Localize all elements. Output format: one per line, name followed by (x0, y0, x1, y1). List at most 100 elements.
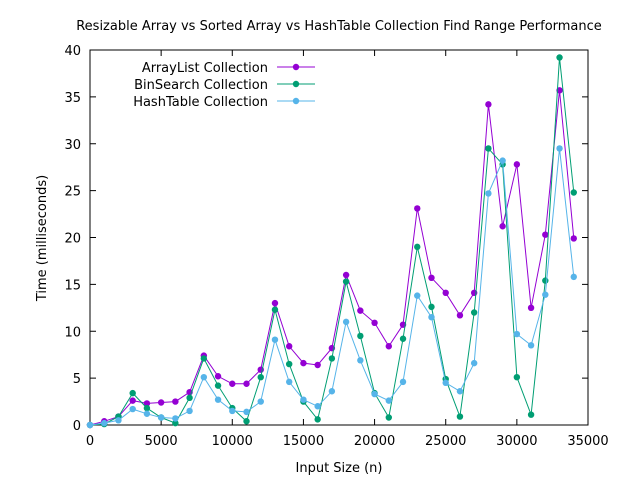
data-point (229, 380, 236, 387)
data-point (243, 408, 250, 416)
data-point (129, 397, 136, 404)
data-point (442, 289, 449, 297)
data-point (214, 382, 222, 389)
data-point (129, 405, 136, 413)
y-tick-label: 10 (64, 325, 81, 340)
data-point (414, 205, 421, 212)
data-point (200, 373, 208, 381)
data-point (300, 359, 307, 367)
data-point (456, 413, 464, 420)
data-point (172, 419, 179, 427)
data-point (556, 54, 563, 61)
data-point (399, 378, 407, 386)
data-point (86, 421, 94, 429)
data-point (143, 400, 151, 407)
data-point (357, 332, 364, 340)
data-point (357, 307, 364, 314)
data-point (314, 416, 321, 423)
data-point (385, 343, 392, 350)
data-point (271, 336, 279, 343)
y-tick-label: 25 (64, 185, 81, 200)
series-line (89, 90, 575, 426)
legend-label: HashTable Collection (133, 95, 268, 110)
data-point (513, 373, 521, 381)
data-point (143, 410, 151, 417)
data-point (342, 278, 350, 285)
series-1 (86, 87, 577, 429)
data-point (414, 243, 421, 251)
data-point (570, 273, 577, 281)
data-point (428, 303, 435, 311)
data-point (286, 360, 293, 368)
data-point (186, 394, 193, 402)
y-tick-label: 15 (64, 278, 81, 293)
axes: 0 5000 10000 15000 20000 25000 30000 35000 0 5 10 1… (64, 44, 608, 449)
data-point (172, 398, 179, 405)
y-tick-label: 20 (64, 232, 81, 247)
legend-label: BinSearch Collection (134, 78, 268, 93)
data-point (527, 304, 535, 312)
data-point (214, 373, 222, 380)
data-point (399, 335, 407, 342)
data-point (271, 299, 279, 307)
data-point (371, 390, 378, 398)
data-point (470, 359, 478, 367)
data-point (243, 380, 250, 387)
data-point (385, 414, 392, 421)
data-point (286, 378, 293, 386)
data-point (314, 361, 321, 369)
data-point (229, 407, 236, 415)
data-point (257, 398, 264, 405)
legend-label: ArrayList Collection (142, 61, 268, 76)
x-tick-label: 0 (86, 434, 94, 449)
legend: ArrayList Collection BinSearch Collection… (133, 61, 315, 110)
x-axis-label: Input Size (n) (296, 461, 383, 476)
y-tick-label: 35 (64, 91, 81, 106)
data-point (200, 355, 208, 362)
chart-title: Resizable Array vs Sorted Array vs HashT… (76, 19, 602, 34)
data-point (157, 399, 165, 406)
legend-marker (292, 97, 300, 105)
data-point (527, 411, 535, 418)
data-point (143, 404, 151, 412)
data-point (186, 407, 193, 415)
data-point (314, 403, 321, 410)
series-layer (86, 54, 577, 429)
data-point (556, 145, 563, 152)
data-point (527, 342, 535, 349)
data-point (456, 312, 464, 319)
data-point (385, 397, 392, 404)
data-point (342, 271, 350, 279)
data-point (328, 388, 336, 395)
data-point (485, 101, 492, 108)
y-tick-label: 5 (73, 372, 81, 387)
x-tick-label: 10000 (212, 434, 253, 449)
data-point (286, 343, 293, 350)
data-point (570, 189, 577, 196)
x-tick-label: 5000 (145, 434, 178, 449)
data-point (570, 235, 577, 242)
data-point (485, 190, 492, 197)
data-point (157, 414, 165, 421)
legend-marker (292, 80, 300, 88)
data-point (513, 330, 521, 338)
legend-marker (292, 63, 300, 71)
data-point (342, 318, 350, 326)
data-point (414, 292, 421, 299)
data-point (357, 357, 364, 364)
x-tick-label: 30000 (496, 434, 537, 449)
data-point (328, 355, 336, 362)
data-point (428, 313, 435, 321)
data-point (172, 415, 179, 422)
x-tick-label: 20000 (354, 434, 395, 449)
series-line (89, 57, 575, 426)
series-line (89, 148, 575, 426)
y-tick-label: 30 (64, 138, 81, 153)
x-tick-label: 25000 (425, 434, 466, 449)
data-point (499, 157, 506, 164)
data-point (300, 396, 307, 403)
y-axis-label: Time (milliseconds) (35, 175, 50, 302)
data-point (101, 419, 108, 427)
data-point (257, 373, 264, 381)
